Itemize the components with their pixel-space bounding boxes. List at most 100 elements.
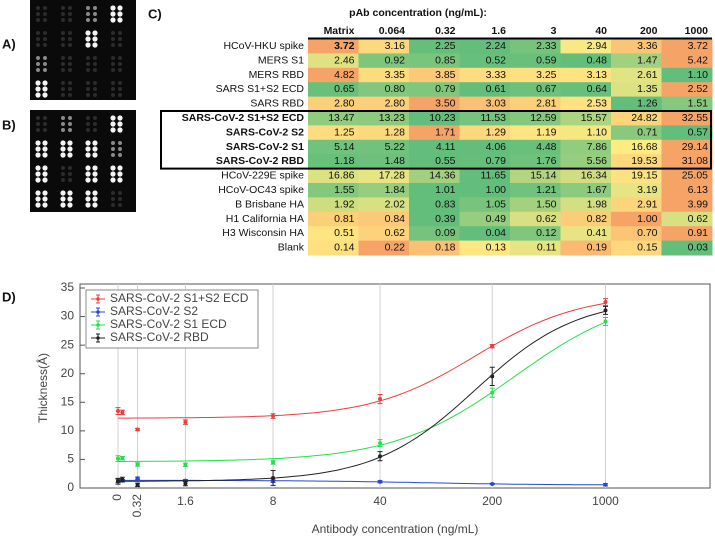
heat-cell bbox=[611, 96, 662, 112]
cell-value: 4.06 bbox=[486, 141, 507, 153]
heat-cell bbox=[358, 168, 410, 184]
panel-label: D) bbox=[2, 289, 16, 304]
cell-value: 14.36 bbox=[429, 170, 455, 182]
cell-value: 24.82 bbox=[631, 112, 657, 124]
spot bbox=[85, 30, 91, 36]
spot bbox=[93, 116, 97, 120]
fit-curve bbox=[118, 302, 606, 419]
heat-cell bbox=[358, 53, 410, 69]
heat-cell bbox=[661, 139, 713, 155]
spot bbox=[93, 68, 97, 72]
fit-curve bbox=[117, 310, 606, 482]
x-tick-label: 1000 bbox=[592, 494, 619, 508]
legend-label: SARS-CoV-2 RBD bbox=[110, 330, 209, 344]
spot bbox=[93, 12, 97, 16]
column-header: 1.6 bbox=[491, 25, 506, 37]
cell-value: 0.64 bbox=[587, 83, 608, 95]
heat-cell bbox=[560, 211, 612, 227]
heat-cell bbox=[510, 125, 561, 141]
spot bbox=[68, 178, 72, 182]
legend-marker bbox=[96, 297, 100, 301]
spot bbox=[42, 86, 48, 92]
heat-cell bbox=[459, 82, 511, 98]
heat-cell bbox=[661, 211, 713, 227]
heat-cell bbox=[358, 96, 410, 112]
heat-cell bbox=[661, 67, 713, 83]
cell-value: 16.86 bbox=[328, 170, 354, 182]
spot bbox=[92, 30, 98, 36]
data-point bbox=[490, 344, 495, 349]
heat-cell bbox=[611, 226, 662, 242]
cell-value: 3.03 bbox=[486, 98, 507, 110]
heat-cell bbox=[409, 125, 460, 141]
heat-cell bbox=[661, 39, 713, 54]
spot bbox=[85, 202, 91, 208]
row-label: HCoV-HKU spike bbox=[223, 40, 304, 52]
heat-cell bbox=[661, 226, 713, 242]
spot bbox=[110, 165, 116, 171]
spot bbox=[67, 196, 73, 202]
spot bbox=[92, 171, 98, 177]
heat-cell bbox=[459, 67, 511, 83]
spot bbox=[93, 81, 97, 85]
data-point bbox=[135, 427, 140, 432]
spot bbox=[61, 43, 65, 47]
cell-value: 0.71 bbox=[637, 126, 658, 138]
spot bbox=[43, 6, 47, 10]
row-label: HCoV-229E spike bbox=[221, 170, 304, 182]
spot bbox=[36, 56, 40, 60]
cell-value: 0.14 bbox=[334, 242, 355, 254]
cell-value: 0.79 bbox=[486, 155, 507, 167]
cell-value: 0.70 bbox=[637, 227, 658, 239]
heat-cell bbox=[358, 211, 410, 227]
heat-cell bbox=[510, 183, 561, 198]
column-header: 40 bbox=[595, 25, 607, 37]
heat-cell bbox=[560, 111, 612, 126]
cell-value: 25.05 bbox=[682, 170, 708, 182]
spot bbox=[35, 140, 41, 146]
heat-cell bbox=[661, 82, 713, 98]
spot bbox=[43, 31, 47, 35]
spot bbox=[61, 12, 65, 16]
heat-cell bbox=[358, 82, 410, 98]
spot bbox=[111, 93, 115, 97]
cell-value: 3.13 bbox=[587, 69, 608, 81]
microarray-image bbox=[30, 110, 136, 212]
cell-value: 1.98 bbox=[587, 198, 608, 210]
heat-cell bbox=[358, 125, 410, 141]
cell-value: 1.47 bbox=[637, 54, 658, 66]
x-tick-label: 40 bbox=[373, 494, 387, 508]
spot bbox=[86, 116, 90, 120]
spot bbox=[85, 140, 91, 146]
data-point bbox=[183, 462, 188, 467]
cell-value: 0.11 bbox=[537, 242, 557, 254]
spot bbox=[85, 190, 91, 196]
spot bbox=[67, 190, 73, 196]
cell-value: 2.53 bbox=[587, 98, 608, 110]
spot bbox=[61, 128, 65, 132]
cell-value: 2.46 bbox=[334, 54, 355, 66]
column-header: 200 bbox=[640, 25, 658, 37]
spot bbox=[68, 166, 72, 170]
legend-box bbox=[85, 289, 259, 349]
cell-value: 1.50 bbox=[536, 198, 557, 210]
heat-cell bbox=[308, 82, 359, 98]
heat-cell bbox=[560, 96, 612, 112]
row-label: Blank bbox=[278, 242, 305, 254]
heat-cell bbox=[409, 111, 460, 126]
spot bbox=[68, 87, 72, 91]
heat-cell bbox=[308, 154, 359, 170]
spot bbox=[86, 81, 90, 85]
legend-marker bbox=[96, 336, 100, 340]
row-label: SARS S1+S2 ECD bbox=[216, 83, 305, 95]
spot bbox=[117, 165, 123, 171]
column-header: 0.064 bbox=[379, 25, 405, 37]
spot bbox=[111, 147, 115, 151]
cell-value: 0.82 bbox=[587, 213, 608, 225]
heat-cell bbox=[409, 240, 460, 256]
heat-cell bbox=[308, 125, 359, 141]
spot bbox=[36, 116, 40, 120]
spot bbox=[35, 86, 41, 92]
cell-value: 0.13 bbox=[486, 242, 507, 254]
spot bbox=[35, 190, 41, 196]
